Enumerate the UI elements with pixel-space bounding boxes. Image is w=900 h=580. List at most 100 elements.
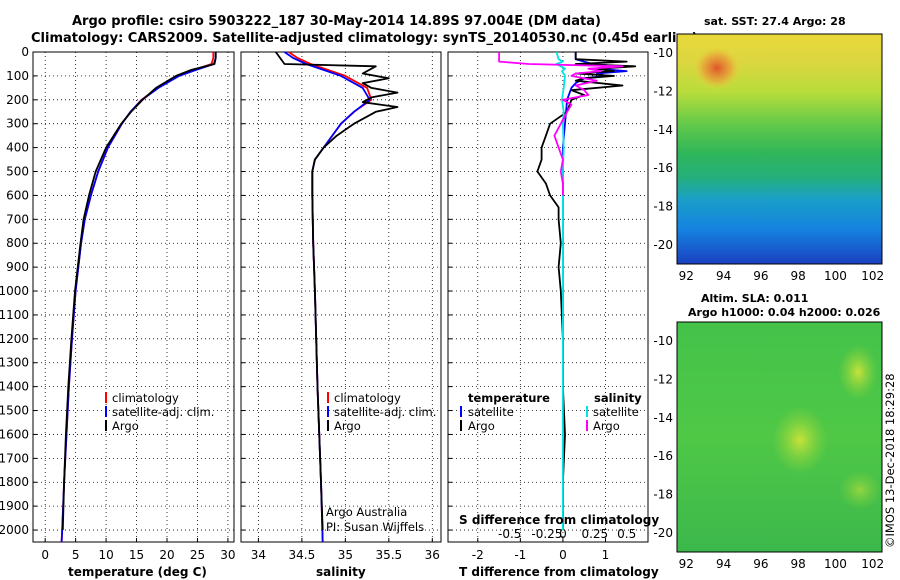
x-tick-label: 34.5 [289, 548, 316, 562]
map-y-tick-label: -16 [653, 161, 673, 175]
y-tick-label: 900 [6, 260, 29, 274]
y-tick-label: 1500 [0, 404, 29, 418]
x-tick-label: 0 [41, 548, 49, 562]
y-tick-label: 800 [6, 236, 29, 250]
legend-climatology-label: climatology [334, 391, 401, 405]
map-y-tick-label: -20 [653, 526, 673, 540]
map-x-tick-label: 98 [790, 557, 805, 571]
series-argo [275, 51, 399, 531]
y-tick-label: 100 [6, 69, 29, 83]
y-tick-label: 1600 [0, 427, 29, 441]
legend-s-satellite-label: satellite [593, 405, 639, 419]
map-x-tick-label: 100 [824, 269, 847, 283]
map-x-tick-label: 96 [753, 557, 768, 571]
y-tick-label: 500 [6, 165, 29, 179]
y-tick-label: 1200 [0, 332, 29, 346]
y-tick-label: 1000 [0, 284, 29, 298]
map-y-tick-label: -16 [653, 449, 673, 463]
y-tick-label: 200 [6, 93, 29, 107]
y-tick-label: 2000 [0, 523, 29, 537]
argo-credit-line1: Argo Australia [326, 505, 407, 519]
legend-t-argo-label: Argo [468, 419, 495, 433]
series-satellite-adj-clim [283, 51, 371, 543]
series-layer [60, 51, 786, 543]
map-x-tick-label: 94 [716, 269, 731, 283]
sla-high-patch [838, 344, 878, 400]
series-climatology [288, 51, 373, 543]
map-x-tick-label: 96 [753, 269, 768, 283]
sla-high-patch-3 [838, 470, 882, 510]
map-x-tick-label: 92 [679, 269, 694, 283]
y-tick-label: 1900 [0, 499, 29, 513]
argo-credit-line2: PI: Susan Wijffels [326, 520, 424, 534]
x-tick-label: -2 [472, 548, 484, 562]
y-tick-label: 600 [6, 188, 29, 202]
map-y-tick-label: -12 [653, 373, 673, 387]
temperature-plot-frame [32, 51, 235, 543]
x-tick-label: 1 [602, 548, 610, 562]
sla-map-title: Altim. SLA: 0.011 [701, 292, 808, 305]
x-tick-label: 36 [425, 548, 440, 562]
legend-s-argo-label: Argo [593, 419, 620, 433]
y-tick-label: 700 [6, 212, 29, 226]
map-x-tick-label: 94 [716, 557, 731, 571]
map-y-tick-label: -10 [653, 46, 673, 60]
y-tick-label: 1800 [0, 475, 29, 489]
temperature-axis-label: temperature (deg C) [68, 565, 207, 579]
tick-layer: 0 5 10 15 20 25 30 34 34.5 35 35.5 36 -2 -1 0 101002003… [0, 45, 884, 571]
x-tick-label: -1 [514, 548, 526, 562]
s-tick-label: 0.5 [617, 527, 636, 541]
legend-argo-label: Argo [112, 419, 139, 433]
salinity-plot-frame [240, 51, 442, 543]
series-argo [61, 52, 217, 531]
figure-title-line2: Climatology: CARS2009. Satellite-adjuste… [31, 31, 698, 46]
map-y-tick-label: -14 [653, 411, 673, 425]
series-s-argo [498, 52, 624, 196]
legend-satellite-label: satellite-adj. clim. [112, 405, 214, 419]
x-tick-label: 35.5 [375, 548, 402, 562]
y-tick-label: 1700 [0, 451, 29, 465]
y-tick-label: 1300 [0, 356, 29, 370]
sst-warm-patch [693, 46, 741, 90]
map-x-tick-label: 102 [861, 557, 884, 571]
y-tick-label: 0 [21, 45, 29, 59]
y-tick-label: 1100 [0, 308, 29, 322]
y-tick-label: 1400 [0, 380, 29, 394]
x-tick-label: 35 [338, 548, 353, 562]
figure-title-line1: Argo profile: csiro 5903222_187 30-May-2… [72, 14, 601, 29]
x-tick-label: 0 [559, 548, 567, 562]
sst-map-title: sat. SST: 27.4 Argo: 28 [704, 15, 846, 28]
sla-high-patch-2 [772, 406, 828, 474]
legend-temperature-header: temperature [468, 391, 550, 405]
s-tick-label: 0.25 [581, 527, 608, 541]
map-y-tick-label: -20 [653, 238, 673, 252]
x-tick-label: 10 [98, 548, 113, 562]
s-difference-axis-label: S difference from climatology [459, 513, 659, 527]
x-tick-label: 5 [72, 548, 80, 562]
sla-map [676, 321, 883, 553]
s-tick-label: -0.25 [531, 527, 562, 541]
s-tick-label: 0 [559, 527, 567, 541]
map-y-tick-label: -10 [653, 334, 673, 348]
difference-legend: temperature satellite Argo salinity sate… [460, 391, 642, 433]
x-tick-label: 15 [129, 548, 144, 562]
sla-map-subtitle: Argo h1000: 0.04 h2000: 0.026 [688, 306, 881, 319]
series-satellite-adj-clim [60, 52, 217, 543]
sst-map [676, 33, 883, 265]
legend-salinity-header: salinity [594, 391, 642, 405]
series-t-argo [536, 52, 637, 530]
t-difference-axis-label: T difference from climatology [459, 565, 659, 579]
map-x-tick-label: 92 [679, 557, 694, 571]
temperature-legend: climatology satellite-adj. clim. Argo [105, 391, 214, 433]
x-tick-label: 34 [251, 548, 266, 562]
map-y-tick-label: -18 [653, 488, 673, 502]
map-x-tick-label: 102 [861, 269, 884, 283]
x-tick-label: 25 [190, 548, 205, 562]
map-x-tick-label: 98 [790, 269, 805, 283]
x-tick-label: 20 [159, 548, 174, 562]
legend-argo-label: Argo [334, 419, 361, 433]
legend-climatology-label: climatology [112, 391, 179, 405]
salinity-legend: climatology satellite-adj. clim. Argo [327, 391, 436, 433]
map-y-tick-label: -18 [653, 200, 673, 214]
